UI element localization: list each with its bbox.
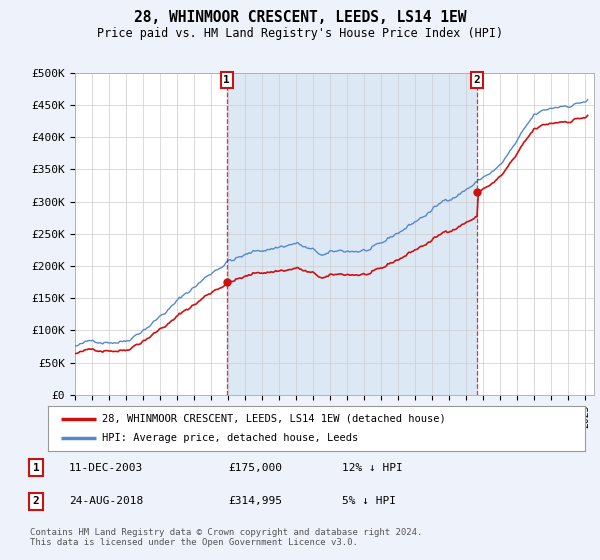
Text: 2: 2 (32, 496, 40, 506)
Text: £175,000: £175,000 (228, 463, 282, 473)
Text: 12% ↓ HPI: 12% ↓ HPI (342, 463, 403, 473)
Text: £314,995: £314,995 (228, 496, 282, 506)
Text: Price paid vs. HM Land Registry's House Price Index (HPI): Price paid vs. HM Land Registry's House … (97, 27, 503, 40)
Text: 28, WHINMOOR CRESCENT, LEEDS, LS14 1EW: 28, WHINMOOR CRESCENT, LEEDS, LS14 1EW (134, 10, 466, 25)
Bar (227, 73, 477, 395)
Text: 2: 2 (474, 74, 481, 85)
Text: 1: 1 (32, 463, 40, 473)
Text: 24-AUG-2018: 24-AUG-2018 (69, 496, 143, 506)
Text: 28, WHINMOOR CRESCENT, LEEDS, LS14 1EW (detached house): 28, WHINMOOR CRESCENT, LEEDS, LS14 1EW (… (102, 413, 445, 423)
Text: HPI: Average price, detached house, Leeds: HPI: Average price, detached house, Leed… (102, 433, 358, 444)
Text: 11-DEC-2003: 11-DEC-2003 (69, 463, 143, 473)
Text: 1: 1 (223, 74, 230, 85)
Text: Contains HM Land Registry data © Crown copyright and database right 2024.
This d: Contains HM Land Registry data © Crown c… (30, 528, 422, 547)
Text: 5% ↓ HPI: 5% ↓ HPI (342, 496, 396, 506)
